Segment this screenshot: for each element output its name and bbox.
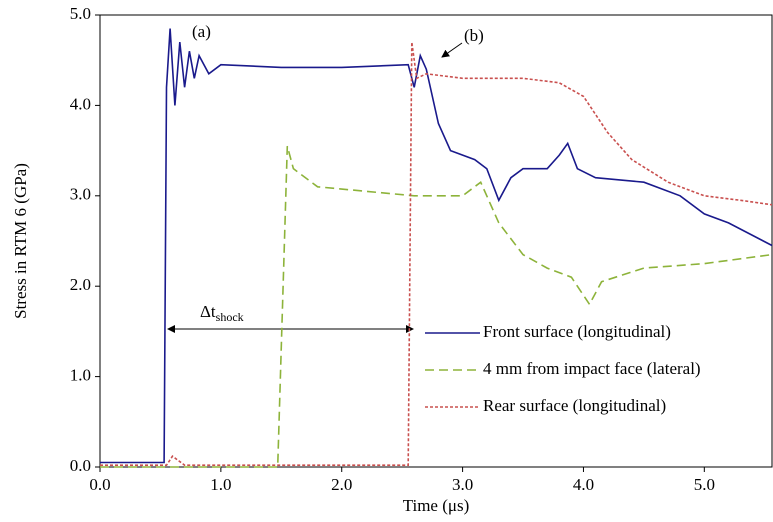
annotation-subscript: shock bbox=[216, 310, 244, 324]
x-tick-label: 0.0 bbox=[89, 475, 110, 494]
arrow bbox=[441, 42, 463, 58]
series-line bbox=[100, 28, 773, 464]
y-tick-label: 2.0 bbox=[70, 275, 91, 294]
y-tick-label: 1.0 bbox=[70, 366, 91, 385]
series-line bbox=[100, 145, 773, 468]
legend-label: Rear surface (longitudinal) bbox=[483, 396, 666, 415]
y-tick-label: 4.0 bbox=[70, 94, 91, 113]
x-tick-label: 3.0 bbox=[452, 475, 473, 494]
x-tick-label: 2.0 bbox=[331, 475, 352, 494]
x-tick-label: 5.0 bbox=[694, 475, 715, 494]
series-line bbox=[100, 41, 773, 466]
x-tick-label: 4.0 bbox=[573, 475, 594, 494]
x-axis-title: Time (μs) bbox=[403, 496, 470, 515]
legend-label: Front surface (longitudinal) bbox=[483, 322, 671, 341]
annotation-text: Δt bbox=[200, 302, 216, 321]
y-tick-label: 3.0 bbox=[70, 185, 91, 204]
legend-label: 4 mm from impact face (lateral) bbox=[483, 359, 701, 378]
annotation: Δtshock bbox=[200, 302, 244, 324]
y-tick-label: 0.0 bbox=[70, 456, 91, 475]
y-tick-label: 5.0 bbox=[70, 4, 91, 23]
annotation: (b) bbox=[464, 26, 484, 45]
plot-frame bbox=[99, 14, 773, 468]
annotation: (a) bbox=[192, 22, 211, 41]
y-axis-title: Stress in RTM 6 (GPa) bbox=[11, 163, 30, 319]
x-tick-label: 1.0 bbox=[210, 475, 231, 494]
